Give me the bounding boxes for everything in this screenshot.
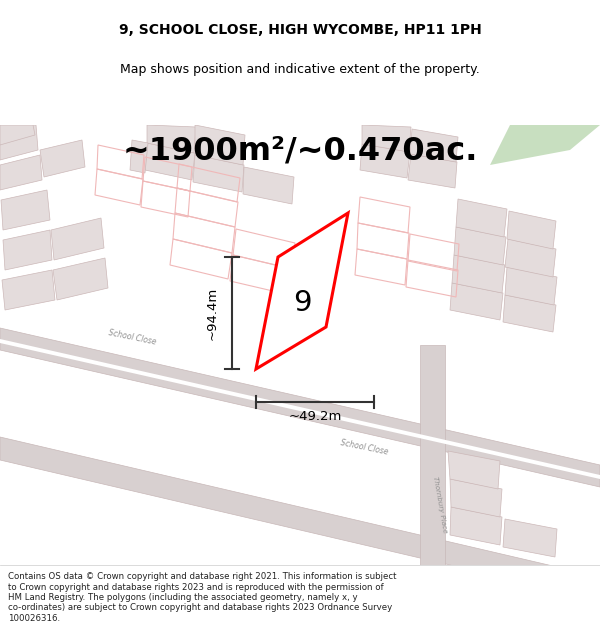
- Polygon shape: [456, 199, 507, 237]
- Polygon shape: [0, 339, 600, 479]
- Polygon shape: [362, 125, 411, 152]
- Polygon shape: [145, 143, 195, 180]
- Polygon shape: [243, 167, 294, 204]
- Text: co-ordinates) are subject to Crown copyright and database rights 2023 Ordnance S: co-ordinates) are subject to Crown copyr…: [8, 604, 392, 612]
- Text: Contains OS data © Crown copyright and database right 2021. This information is : Contains OS data © Crown copyright and d…: [8, 572, 397, 581]
- Text: 9, SCHOOL CLOSE, HIGH WYCOMBE, HP11 1PH: 9, SCHOOL CLOSE, HIGH WYCOMBE, HP11 1PH: [119, 22, 481, 36]
- Polygon shape: [490, 125, 600, 165]
- Text: HM Land Registry. The polygons (including the associated geometry, namely x, y: HM Land Registry. The polygons (includin…: [8, 593, 358, 602]
- Text: School Close: School Close: [340, 438, 389, 456]
- Polygon shape: [193, 155, 244, 192]
- Polygon shape: [408, 154, 457, 188]
- Text: 100026316.: 100026316.: [8, 614, 60, 623]
- Text: ~49.2m: ~49.2m: [289, 411, 341, 424]
- Polygon shape: [448, 451, 500, 489]
- Polygon shape: [147, 125, 196, 153]
- Polygon shape: [0, 125, 38, 160]
- Polygon shape: [53, 258, 108, 300]
- Polygon shape: [195, 125, 245, 165]
- Polygon shape: [1, 190, 50, 230]
- Polygon shape: [130, 140, 148, 173]
- Polygon shape: [450, 507, 502, 545]
- Polygon shape: [503, 519, 557, 557]
- Polygon shape: [450, 283, 503, 320]
- Text: to Crown copyright and database rights 2023 and is reproduced with the permissio: to Crown copyright and database rights 2…: [8, 582, 383, 591]
- Polygon shape: [0, 328, 600, 487]
- Polygon shape: [0, 125, 35, 145]
- Polygon shape: [503, 295, 556, 332]
- Polygon shape: [0, 437, 600, 600]
- Polygon shape: [3, 230, 52, 270]
- Polygon shape: [51, 218, 104, 260]
- Polygon shape: [452, 255, 505, 293]
- Polygon shape: [507, 211, 556, 249]
- Polygon shape: [454, 227, 506, 265]
- Polygon shape: [450, 479, 502, 517]
- Text: School Close: School Close: [108, 328, 157, 346]
- Text: ~1900m²/~0.470ac.: ~1900m²/~0.470ac.: [122, 135, 478, 166]
- Text: Map shows position and indicative extent of the property.: Map shows position and indicative extent…: [120, 62, 480, 76]
- Text: Thornbury Place: Thornbury Place: [432, 476, 448, 534]
- Polygon shape: [420, 345, 445, 565]
- Polygon shape: [2, 270, 55, 310]
- Text: ~94.4m: ~94.4m: [205, 286, 218, 339]
- Polygon shape: [40, 140, 85, 177]
- Polygon shape: [505, 239, 556, 277]
- Polygon shape: [505, 267, 557, 305]
- Polygon shape: [256, 213, 348, 369]
- Polygon shape: [360, 144, 410, 178]
- Polygon shape: [0, 155, 42, 190]
- Text: 9: 9: [293, 289, 311, 317]
- Polygon shape: [410, 129, 458, 162]
